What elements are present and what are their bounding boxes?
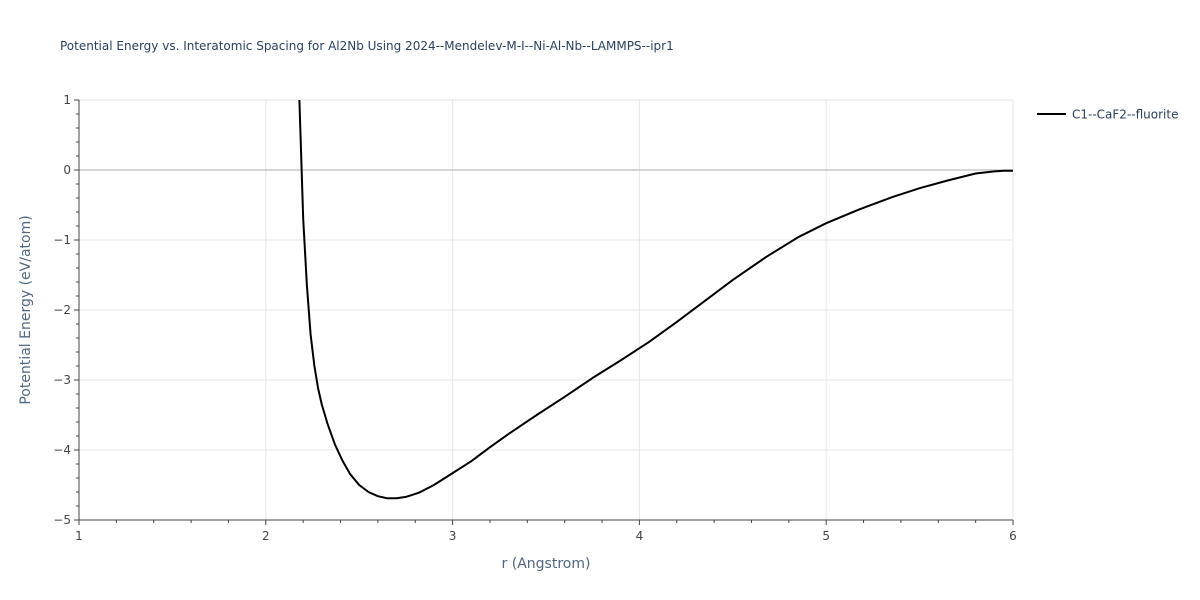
chart-title: Potential Energy vs. Interatomic Spacing… (60, 39, 674, 53)
y-tick-label: −4 (53, 443, 71, 457)
x-tick-label: 5 (822, 529, 830, 543)
y-axis-label: Potential Energy (eV/atom) (18, 215, 34, 404)
legend-entry: C1--CaF2--fluorite (1072, 108, 1178, 122)
y-tick-label: 1 (63, 93, 71, 107)
axes (74, 99, 1014, 525)
x-tick-label: 1 (75, 529, 83, 543)
y-tick-label: 0 (63, 163, 71, 177)
legend[interactable]: C1--CaF2--fluorite (1037, 108, 1178, 122)
y-tick-label: −1 (53, 233, 71, 247)
series-layer (298, 99, 1013, 500)
y-tick-label: −3 (53, 373, 71, 387)
grid (79, 99, 1014, 520)
tick-labels: 1 2 3 4 5 6 1 0 −1 −2 −3 −4 −5 (53, 93, 1017, 543)
x-tick-label: 4 (636, 529, 644, 543)
y-tick-label: −2 (53, 303, 71, 317)
x-tick-label: 6 (1009, 529, 1017, 543)
series-line (298, 99, 1013, 500)
x-tick-label: 3 (449, 529, 457, 543)
x-axis-label: r (Angstrom) (502, 556, 591, 572)
y-tick-label: −5 (53, 513, 71, 527)
x-tick-label: 2 (262, 529, 270, 543)
